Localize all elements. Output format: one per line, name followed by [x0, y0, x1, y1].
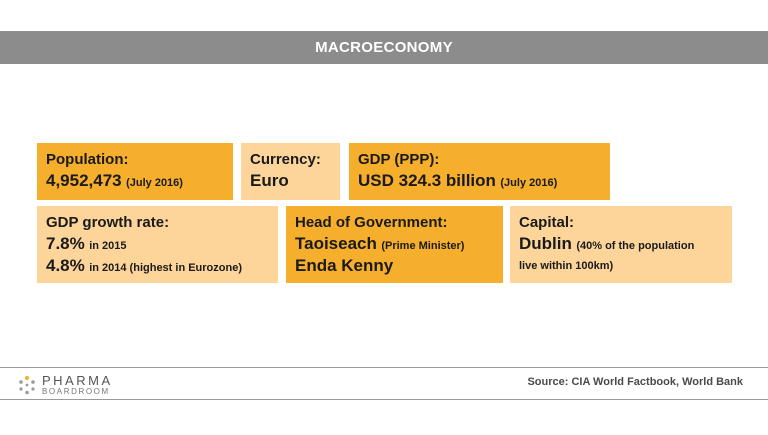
- gdp-value: USD 324.3 billion: [358, 170, 496, 190]
- gdp-card: GDP (PPP): USD 324.3 billion (July 2016): [349, 143, 610, 200]
- capital-card: Capital: Dublin (40% of the population l…: [510, 206, 732, 283]
- logo-wordmark-top: PHARMA: [42, 373, 113, 388]
- population-value: 4,952,473: [46, 170, 122, 190]
- head-of-government-card: Head of Government: Taoiseach (Prime Min…: [286, 206, 503, 283]
- currency-value: Euro: [250, 170, 289, 190]
- section-header: MACROECONOMY: [0, 31, 768, 64]
- growth-value-2014: 4.8%: [46, 255, 85, 275]
- gdp-label: GDP (PPP):: [358, 151, 440, 168]
- growth-label: GDP growth rate:: [46, 214, 170, 231]
- footer-top-divider: [0, 367, 768, 368]
- population-note: (July 2016): [126, 176, 183, 189]
- population-label: Population:: [46, 151, 129, 168]
- head-title-note: (Prime Minister): [381, 239, 465, 252]
- growth-value-2015: 7.8%: [46, 233, 85, 253]
- capital-note-2: live within 100km): [519, 259, 614, 272]
- logo-wordmark-bottom: BOARDROOM: [42, 387, 110, 396]
- capital-note-1: (40% of the population: [576, 239, 695, 252]
- pharmaboardroom-logo: PHARMA BOARDROOM: [17, 374, 113, 396]
- gdp-note: (July 2016): [500, 176, 558, 189]
- source-text: Source: CIA World Factbook, World Bank: [527, 376, 743, 388]
- growth-note-2014: in 2014 (highest in Eurozone): [89, 261, 242, 274]
- footer-bottom-divider: [0, 399, 768, 400]
- head-name: Enda Kenny: [295, 255, 394, 275]
- gdp-growth-card: GDP growth rate: 7.8% in 2015 4.8% in 20…: [37, 206, 278, 283]
- head-title: Taoiseach: [295, 233, 377, 253]
- capital-value: Dublin: [519, 233, 572, 253]
- section-title: MACROECONOMY: [315, 39, 453, 56]
- currency-card: Currency: Euro: [241, 143, 340, 200]
- growth-note-2015: in 2015: [89, 239, 127, 252]
- logo-dots-icon: [19, 376, 35, 395]
- capital-label: Capital:: [519, 214, 575, 231]
- head-label: Head of Government:: [295, 214, 448, 231]
- population-card: Population: 4,952,473 (July 2016): [37, 143, 233, 200]
- currency-label: Currency:: [250, 151, 321, 168]
